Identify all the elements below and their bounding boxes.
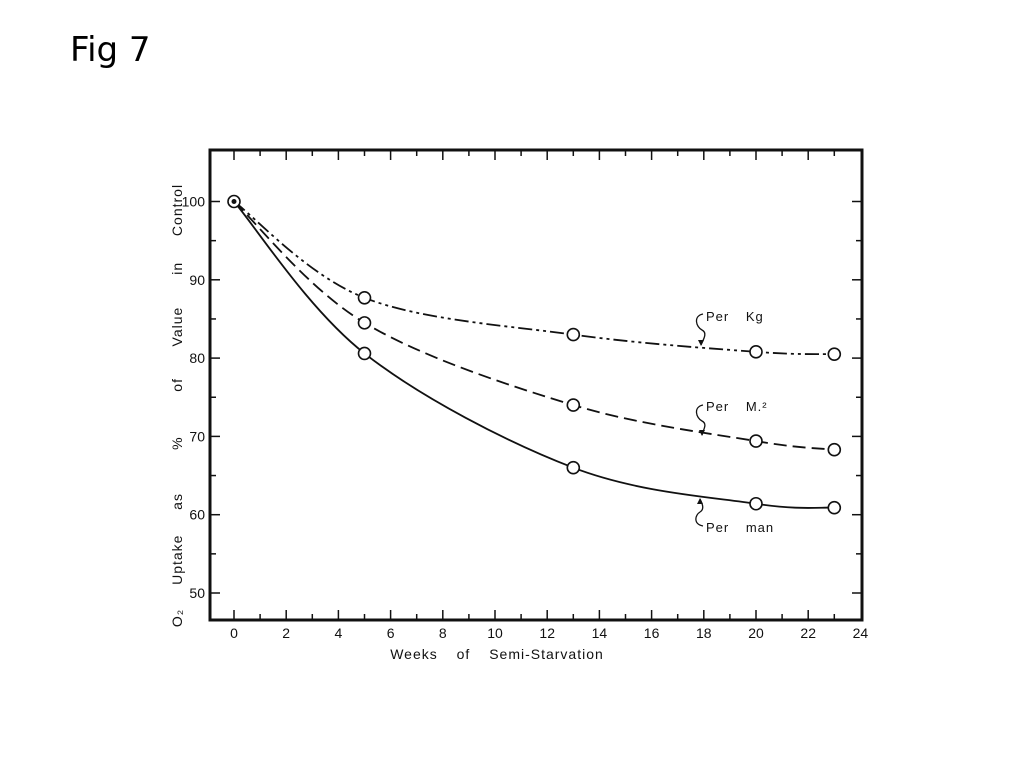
x-tick-label: 18	[696, 625, 712, 641]
y-tick-label: 80	[189, 350, 205, 366]
plot-frame	[208, 148, 864, 622]
slide-title: Fig 7	[70, 30, 151, 70]
y-tick-label: 90	[189, 272, 205, 288]
y-axis-title-word: Uptake	[169, 535, 185, 585]
series-label: Per M.²	[706, 399, 768, 414]
x-tick-label: 4	[335, 625, 343, 641]
y-axis-title-word: %	[169, 436, 185, 449]
data-point	[566, 327, 581, 342]
x-tick-label: 0	[230, 625, 238, 641]
y-tick-label: 50	[189, 585, 205, 601]
x-axis-title: Weeks of Semi-Starvation	[390, 646, 604, 662]
series-label: Per man	[706, 520, 774, 535]
series-line-per-kg	[233, 200, 835, 356]
axis-ticks	[210, 150, 862, 620]
x-tick-label: 10	[487, 625, 503, 641]
y-axis-title-word: of	[169, 378, 185, 392]
y-axis-title-word: Control	[169, 184, 185, 236]
data-point	[357, 346, 372, 361]
y-axis-title-word: in	[169, 262, 185, 275]
x-tick-label: 14	[592, 625, 608, 641]
x-tick-label: 24	[853, 625, 869, 641]
axis-labels: 0 2 4 6 8 10 12 14 16 18 20 22 245060708090100Weeks …	[169, 184, 868, 662]
y-tick-label: 100	[182, 194, 206, 210]
data-point	[749, 345, 763, 359]
arrowhead	[697, 498, 703, 504]
origin-point-dot	[231, 199, 237, 204]
x-tick-label: 22	[800, 625, 816, 641]
y-tick-label: 60	[189, 507, 205, 523]
x-tick-label: 8	[439, 625, 447, 641]
y-axis-title-word: Value	[169, 307, 185, 347]
data-point	[357, 291, 372, 305]
x-tick-label: 20	[748, 625, 764, 641]
series-line-per-man	[233, 200, 835, 509]
data-point	[827, 500, 842, 515]
x-tick-label: 16	[644, 625, 660, 641]
data-point	[749, 434, 763, 448]
series-label: Per Kg	[706, 309, 764, 324]
series-points	[227, 194, 842, 515]
y-tick-label: 70	[189, 428, 205, 444]
data-point	[827, 442, 842, 457]
data-point	[566, 398, 581, 412]
x-tick-label: 12	[539, 625, 555, 641]
x-tick-label: 2	[282, 625, 290, 641]
arrowhead	[698, 340, 704, 346]
x-tick-label: 6	[387, 625, 395, 641]
y-axis-title-word: as	[169, 493, 185, 510]
y-axis-title-word: O₂	[169, 609, 185, 627]
data-point	[827, 347, 842, 361]
data-point	[566, 460, 581, 475]
data-point	[357, 316, 372, 330]
arrowhead	[699, 430, 705, 436]
series-curves	[233, 200, 835, 509]
data-point	[749, 496, 763, 511]
